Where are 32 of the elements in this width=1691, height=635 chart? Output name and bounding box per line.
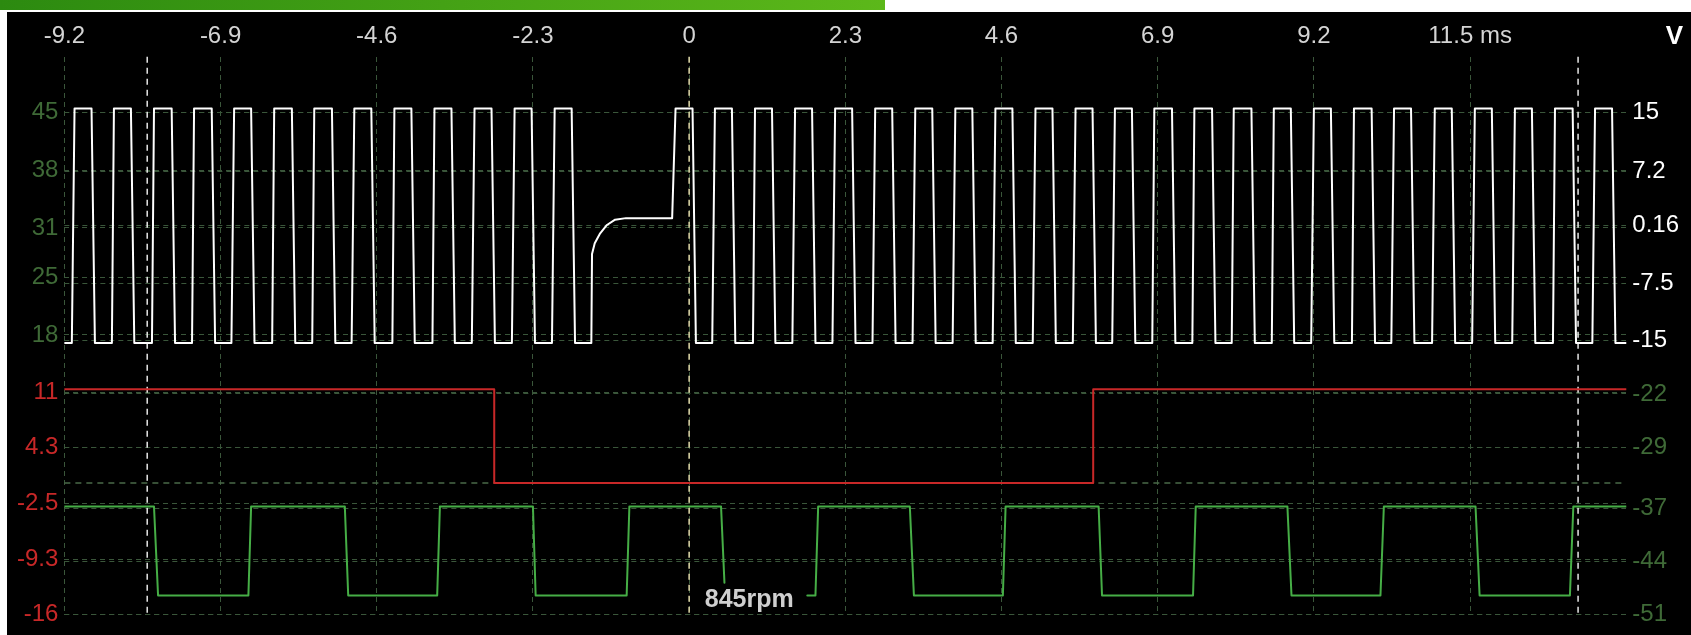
x-tick-label: -6.9 — [199, 21, 242, 49]
y2-tick-label: -15 — [1632, 325, 1667, 353]
y2-tick-label: -44 — [1632, 545, 1667, 573]
x-tick-label: -4.6 — [356, 21, 398, 49]
y2-tick-label: -51 — [1632, 599, 1667, 627]
y-tick-label: -9.3 — [17, 544, 59, 572]
y2-tick-label: 7.2 — [1632, 156, 1666, 184]
annotation: 845rpm — [704, 583, 794, 612]
y-tick-label: -2.5 — [17, 488, 59, 516]
x-tick-label: 0 — [682, 21, 696, 49]
y2-tick-label: -22 — [1632, 378, 1667, 406]
x-tick-label: 4.6 — [984, 21, 1019, 49]
y-tick-label: 4.3 — [24, 432, 59, 460]
x-tick-label: -9.2 — [43, 21, 86, 49]
y-tick-label: -16 — [23, 599, 59, 627]
y2-tick-label: -37 — [1632, 492, 1667, 520]
y2-tick-label: 0.16 — [1632, 209, 1680, 237]
y2-tick-label: -7.5 — [1632, 268, 1674, 296]
y-tick-label: 31 — [31, 212, 59, 240]
y-tick-label: 38 — [31, 154, 59, 182]
x-tick-label: 11.5 ms — [1428, 21, 1512, 49]
y2-axis-title: V — [1665, 19, 1684, 50]
x-tick-label: -2.3 — [512, 21, 554, 49]
y-tick-label: 11 — [33, 377, 59, 405]
x-tick-label: 2.3 — [828, 21, 863, 49]
x-tick-label: 9.2 — [1297, 21, 1331, 49]
y-tick-label: 18 — [31, 319, 59, 347]
y-tick-label: 45 — [31, 97, 59, 125]
y2-tick-label: -29 — [1632, 431, 1667, 459]
y-tick-label: 25 — [31, 261, 59, 289]
x-tick-label: 6.9 — [1141, 21, 1175, 49]
y2-tick-label: 15 — [1632, 96, 1659, 124]
